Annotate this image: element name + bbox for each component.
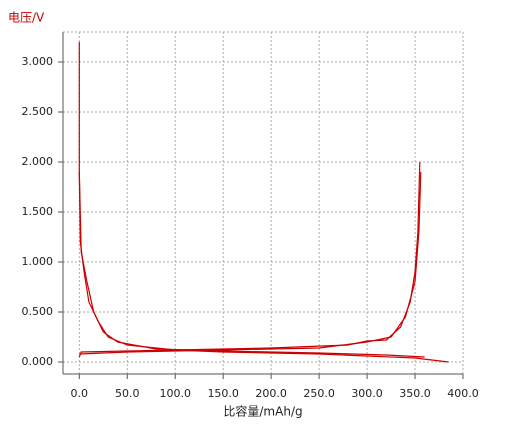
y-tick-label: 3.000 [22,55,54,68]
x-tick-label: 150.0 [207,387,239,400]
y-axis-label: 电压/V [8,11,45,25]
curve [79,171,422,355]
y-tick-label: 0.000 [22,355,54,368]
y-tick-label: 1.000 [22,255,54,268]
y-tick-label: 2.500 [22,105,54,118]
curve [78,161,421,358]
x-tick-label: 0.0 [71,387,89,400]
x-tick-label: 350.0 [399,387,431,400]
x-tick-label: 200.0 [255,387,287,400]
y-tick-label: 1.500 [22,205,54,218]
x-tick-label: 250.0 [303,387,335,400]
x-tick-label: 50.0 [115,387,140,400]
x-tick-label: 100.0 [159,387,191,400]
curve [78,171,425,358]
x-axis-label: 比容量/mAh/g [223,404,302,419]
curve [78,42,449,363]
x-tick-label: 300.0 [351,387,383,400]
y-tick-label: 0.500 [22,305,54,318]
x-tick-label: 400.0 [447,387,479,400]
y-tick-label: 2.000 [22,155,54,168]
